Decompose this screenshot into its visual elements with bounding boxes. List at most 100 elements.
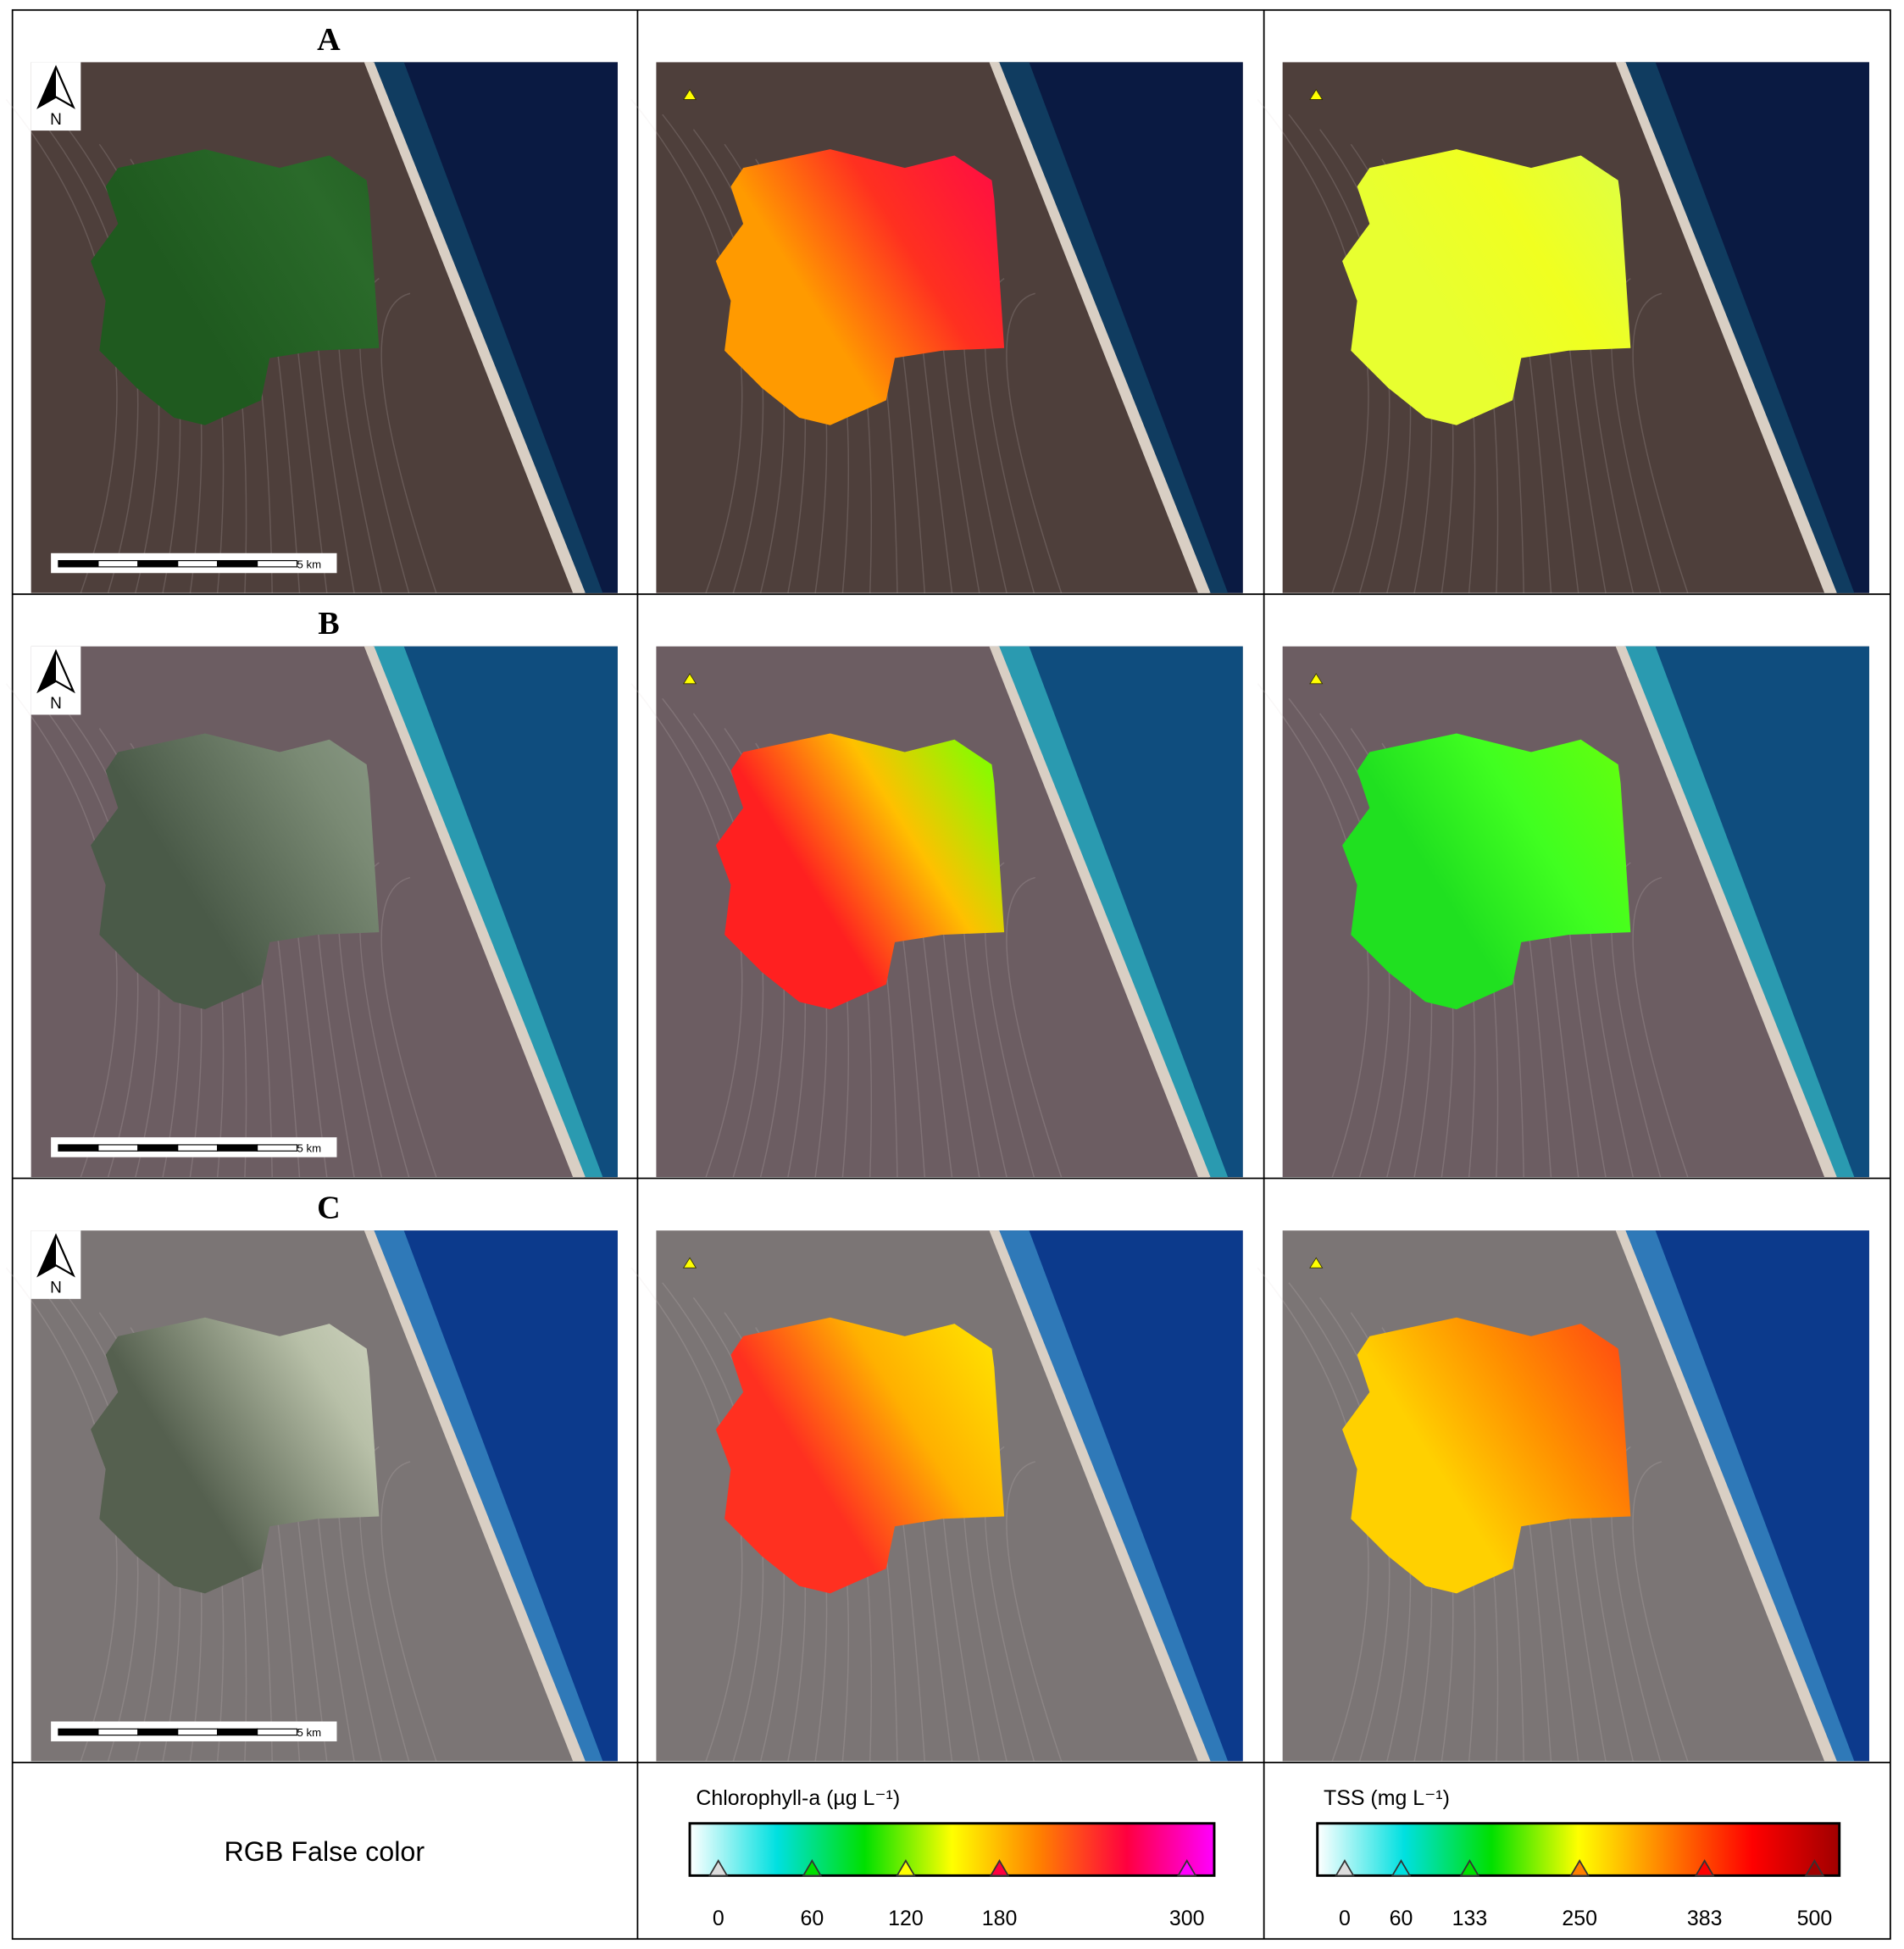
colorbar-tick-label: 0 (1339, 1907, 1351, 1930)
colorbar-title: Chlorophyll-a (µg L⁻¹) (696, 1786, 900, 1810)
scale-bar-label: 5 km (297, 1726, 322, 1739)
beach (989, 646, 1211, 1178)
scale-bar-segment (257, 1144, 298, 1152)
sea-near-shore (1624, 646, 1855, 1178)
beach (989, 62, 1211, 593)
scale-bar-segment (137, 1144, 179, 1152)
sea-near-shore (373, 646, 603, 1178)
map-panel (630, 646, 1243, 1178)
sea-near-shore (1624, 1230, 1855, 1762)
yellow-marker (682, 88, 697, 100)
scale-bar-segment (217, 1144, 258, 1152)
scale-bar-segment (97, 1728, 139, 1736)
yellow-marker (1309, 1257, 1324, 1269)
colorbar-tick (1459, 1859, 1480, 1877)
colorbar-tick (802, 1859, 823, 1877)
north-label: N (50, 695, 62, 713)
sea-near-shore (373, 62, 603, 593)
colorbar-tick-label: 500 (1797, 1907, 1833, 1930)
scale-bar-segment (177, 1728, 219, 1736)
north-label: N (50, 111, 62, 129)
north-arrow: N (31, 646, 81, 715)
north-arrow: N (31, 1230, 81, 1299)
map-panel (1257, 1230, 1869, 1762)
field-line (1632, 292, 1689, 593)
scale-bar-segment (257, 1728, 298, 1736)
scale-bar-segment (217, 1728, 258, 1736)
panel-label: C (317, 1190, 341, 1225)
scale-bar-segment (137, 559, 179, 568)
sea-near-shore (997, 646, 1229, 1178)
scale-bar-segment (97, 1144, 139, 1152)
scale-bar-segment (177, 559, 219, 568)
colorbar-tick-label: 180 (982, 1907, 1018, 1930)
field-line (1006, 876, 1063, 1178)
colorbar-tick (1391, 1859, 1412, 1877)
scale-bar-segment (58, 559, 99, 568)
colorbar-tick (896, 1859, 916, 1877)
colorbar-tick (1176, 1859, 1197, 1877)
colorbar-tick-label: 300 (1169, 1907, 1205, 1930)
north-arrow: N (31, 62, 81, 131)
sea-near-shore (373, 1230, 603, 1762)
beach (989, 1230, 1211, 1762)
colorbar-tick-label: 60 (1390, 1907, 1413, 1930)
lake (91, 1317, 380, 1594)
yellow-marker (682, 673, 697, 685)
scale-bar-segment (58, 1144, 99, 1152)
colorbar-tick (1569, 1859, 1590, 1877)
colorbar-tick-label: 120 (888, 1907, 924, 1930)
north-arrow-half (38, 67, 57, 108)
lake (1342, 149, 1631, 425)
colorbar-tick (1804, 1859, 1825, 1877)
colorbar-tick (989, 1859, 1010, 1877)
field-line (380, 876, 437, 1178)
colorbar-tick (708, 1859, 729, 1877)
yellow-marker (1309, 88, 1324, 100)
scale-bar-segment (58, 1728, 99, 1736)
panel-label: A (317, 22, 341, 58)
lake (1342, 733, 1631, 1010)
scale-bar-segment (97, 559, 139, 568)
lake (91, 733, 380, 1010)
colorbar-tick-label: 0 (713, 1907, 724, 1930)
lake (715, 1317, 1005, 1594)
scale-bar-segment (257, 559, 298, 568)
scale-bar-label: 5 km (297, 1142, 322, 1155)
north-label: N (50, 1279, 62, 1297)
beach (364, 646, 586, 1178)
beach (1615, 62, 1837, 593)
beach (364, 62, 586, 593)
field-line (1006, 1461, 1063, 1762)
colorbar (688, 1822, 1216, 1877)
map-panel (1257, 646, 1869, 1178)
north-arrow-half (38, 651, 57, 691)
north-arrow-half (38, 1235, 57, 1275)
beach (1615, 646, 1837, 1178)
scale-bar-segment (177, 1144, 219, 1152)
field-line (1632, 876, 1689, 1178)
sea-near-shore (997, 1230, 1229, 1762)
map-panel: N 5 km A (5, 22, 618, 593)
map-panel: N 5 km B (5, 606, 618, 1178)
colorbar-title: TSS (mg L⁻¹) (1324, 1786, 1450, 1810)
panel-label: B (318, 606, 339, 641)
colorbar-tick (1335, 1859, 1355, 1877)
sea-near-shore (997, 62, 1229, 593)
scale-bar-segment (217, 559, 258, 568)
field-line (1632, 1461, 1689, 1762)
colorbar-tick-label: 383 (1687, 1907, 1723, 1930)
map-panel (630, 1230, 1243, 1762)
frame (11, 8, 1891, 1941)
field-line (380, 1461, 437, 1762)
map-panel (630, 62, 1243, 593)
beach (1615, 1230, 1837, 1762)
field-line (380, 292, 437, 593)
yellow-marker (1309, 673, 1324, 685)
colorbar-tick-label: 133 (1452, 1907, 1488, 1930)
sea-near-shore (1624, 62, 1855, 593)
map-panel: N 5 km C (5, 1190, 618, 1762)
field-line (1006, 292, 1063, 593)
lake (715, 149, 1005, 425)
